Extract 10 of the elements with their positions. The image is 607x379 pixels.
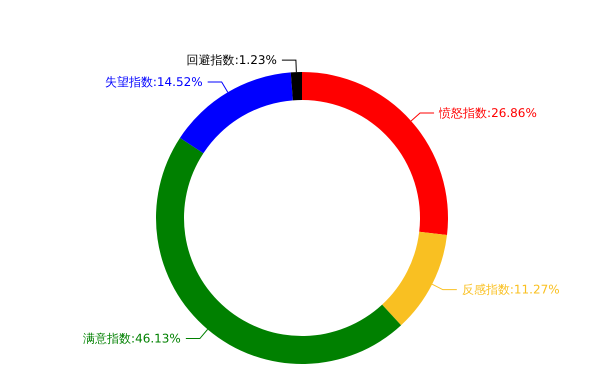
slice-label: 愤怒指数	[438, 106, 488, 120]
data-label: :11.27%	[510, 282, 560, 297]
data-label: :46.13%	[131, 332, 181, 346]
data-label: :1.23%	[234, 53, 277, 68]
slice-label: 满意指数	[83, 332, 132, 346]
data-label: :26.86%	[487, 106, 537, 120]
data-label: :14.52%	[152, 74, 203, 89]
slice-label: 失望指数	[104, 74, 153, 89]
slice-label: 回避指数	[186, 53, 235, 68]
slice-label: 反感指数	[462, 282, 510, 297]
